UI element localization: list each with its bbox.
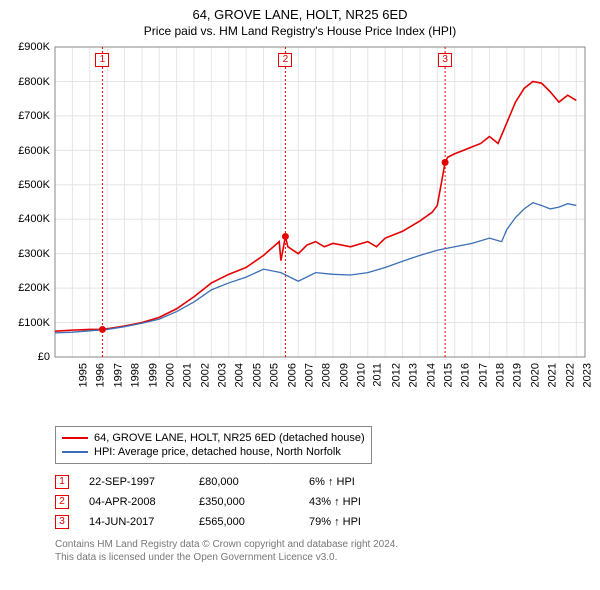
footer-line2: This data is licensed under the Open Gov… <box>55 551 590 564</box>
event-price: £565,000 <box>199 516 309 528</box>
chart-subtitle: Price paid vs. HM Land Registry's House … <box>0 24 600 42</box>
footer-attribution: Contains HM Land Registry data © Crown c… <box>55 538 590 564</box>
y-axis-label: £600K <box>2 145 50 157</box>
chart-container: 64, GROVE LANE, HOLT, NR25 6ED Price pai… <box>0 0 600 590</box>
x-axis-label: 2002 <box>199 363 211 387</box>
x-axis-label: 2004 <box>234 363 246 387</box>
x-axis-label: 2001 <box>182 363 194 387</box>
x-axis-label: 2009 <box>338 363 350 387</box>
y-axis-label: £800K <box>2 76 50 88</box>
x-axis-label: 2006 <box>286 363 298 387</box>
footer-line1: Contains HM Land Registry data © Crown c… <box>55 538 590 551</box>
y-axis-label: £300K <box>2 248 50 260</box>
event-pct: 6% ↑ HPI <box>309 476 429 488</box>
x-axis-label: 2011 <box>372 363 384 387</box>
legend-item: 64, GROVE LANE, HOLT, NR25 6ED (detached… <box>62 431 365 445</box>
legend-swatch <box>62 437 88 439</box>
x-axis-label: 2010 <box>356 363 368 387</box>
x-axis-label: 2016 <box>460 363 472 387</box>
sale-marker: 3 <box>438 53 452 67</box>
event-date: 14-JUN-2017 <box>89 516 199 528</box>
x-axis-label: 1999 <box>147 363 159 387</box>
x-axis-label: 1996 <box>95 363 107 387</box>
y-axis-label: £400K <box>2 213 50 225</box>
events-table: 1 22-SEP-1997£80,0006% ↑ HPI 2 04-APR-2008£… <box>55 472 590 532</box>
x-axis-label: 2005 <box>251 363 263 387</box>
x-axis-label: 2008 <box>321 363 333 387</box>
x-axis-label: 2017 <box>477 363 489 387</box>
x-axis-label: 2018 <box>495 363 507 387</box>
event-row: 2 04-APR-2008£350,00043% ↑ HPI <box>55 492 590 512</box>
y-axis-label: £100K <box>2 317 50 329</box>
event-marker: 2 <box>55 495 69 509</box>
y-axis-label: £500K <box>2 179 50 191</box>
x-axis-label: 2003 <box>217 363 229 387</box>
sale-marker: 1 <box>95 53 109 67</box>
x-axis-label: 2019 <box>512 363 524 387</box>
y-axis-label: £0 <box>2 351 50 363</box>
y-axis-label: £700K <box>2 110 50 122</box>
x-axis-label: 2014 <box>425 363 437 387</box>
chart-svg <box>0 42 600 422</box>
event-pct: 79% ↑ HPI <box>309 516 429 528</box>
event-date: 22-SEP-1997 <box>89 476 199 488</box>
x-axis-label: 1998 <box>130 363 142 387</box>
x-axis-label: 1995 <box>77 363 89 387</box>
sale-marker: 2 <box>278 53 292 67</box>
legend-item: HPI: Average price, detached house, Nort… <box>62 445 365 459</box>
y-axis-label: £900K <box>2 41 50 53</box>
x-axis-label: 2023 <box>581 363 593 387</box>
x-axis-label: 2013 <box>408 363 420 387</box>
x-axis-label: 2021 <box>547 363 559 387</box>
y-axis-label: £200K <box>2 282 50 294</box>
legend-swatch <box>62 451 88 453</box>
x-axis-label: 2015 <box>442 363 454 387</box>
x-axis-label: 2000 <box>164 363 176 387</box>
event-price: £350,000 <box>199 496 309 508</box>
event-marker: 3 <box>55 515 69 529</box>
event-pct: 43% ↑ HPI <box>309 496 429 508</box>
x-axis-label: 2005 <box>269 363 281 387</box>
legend-label: 64, GROVE LANE, HOLT, NR25 6ED (detached… <box>94 432 365 444</box>
event-marker: 1 <box>55 475 69 489</box>
event-price: £80,000 <box>199 476 309 488</box>
x-axis-label: 2020 <box>529 363 541 387</box>
chart-title: 64, GROVE LANE, HOLT, NR25 6ED <box>0 0 600 24</box>
x-axis-label: 2022 <box>564 363 576 387</box>
event-date: 04-APR-2008 <box>89 496 199 508</box>
legend-label: HPI: Average price, detached house, Nort… <box>94 446 341 458</box>
x-axis-label: 2012 <box>390 363 402 387</box>
event-row: 1 22-SEP-1997£80,0006% ↑ HPI <box>55 472 590 492</box>
x-axis-label: 2007 <box>303 363 315 387</box>
event-row: 3 14-JUN-2017£565,00079% ↑ HPI <box>55 512 590 532</box>
x-axis-label: 1997 <box>112 363 124 387</box>
chart-area: £0 £100K £200K £300K £400K £500K £600K £700K £80… <box>0 42 600 422</box>
legend-box: 64, GROVE LANE, HOLT, NR25 6ED (detached… <box>55 426 372 464</box>
